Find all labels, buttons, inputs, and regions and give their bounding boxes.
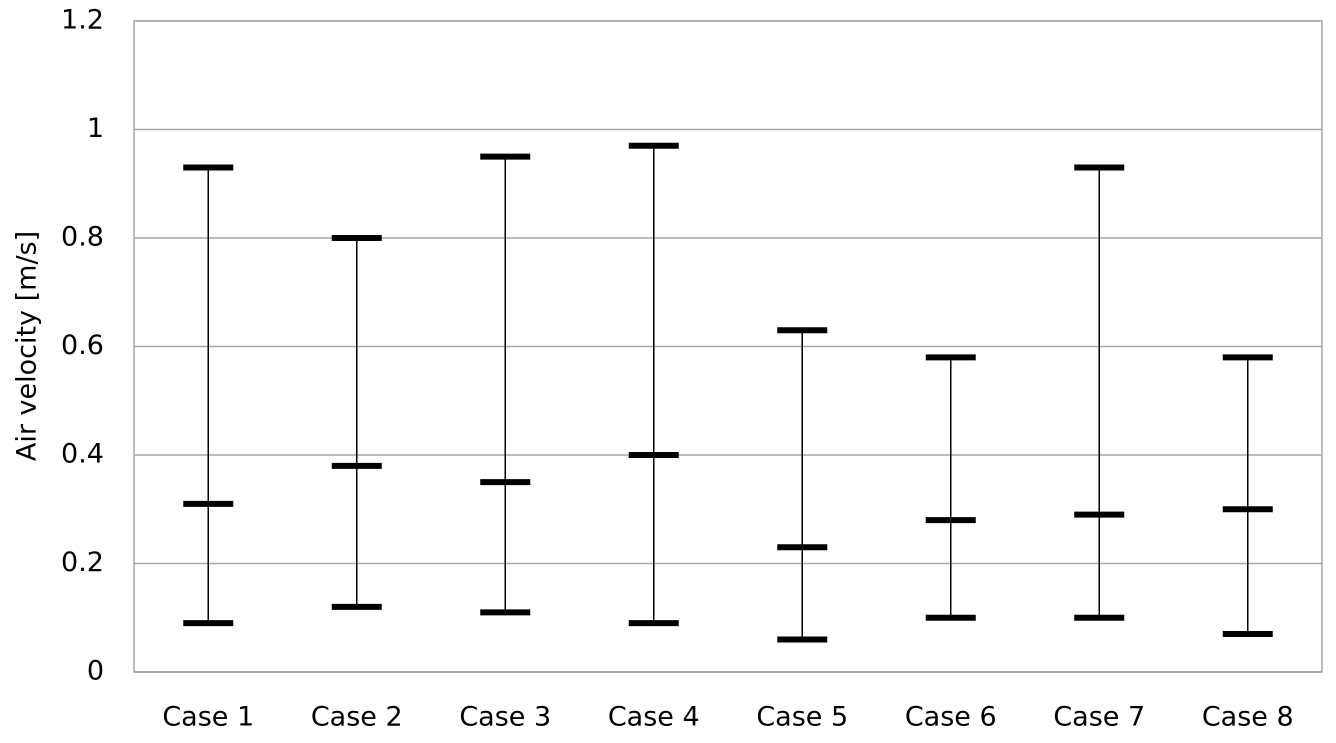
x-tick-label: Case 1 — [162, 702, 254, 733]
y-tick-label: 0.8 — [61, 222, 104, 253]
x-tick-label: Case 7 — [1053, 702, 1145, 733]
x-tick-label: Case 5 — [756, 702, 848, 733]
y-tick-label: 0.6 — [61, 330, 104, 361]
x-tick-label: Case 6 — [905, 702, 997, 733]
x-tick-label: Case 2 — [311, 702, 403, 733]
x-tick-label: Case 8 — [1202, 702, 1294, 733]
x-tick-label: Case 4 — [608, 702, 700, 733]
y-tick-label: 1 — [87, 113, 104, 144]
y-tick-label: 0.2 — [61, 547, 104, 578]
y-axis-label: Air velocity [m/s] — [12, 231, 43, 461]
y-tick-label: 0 — [87, 656, 104, 687]
y-tick-label: 0.4 — [61, 439, 104, 470]
x-tick-label: Case 3 — [459, 702, 551, 733]
y-tick-label: 1.2 — [61, 5, 104, 36]
